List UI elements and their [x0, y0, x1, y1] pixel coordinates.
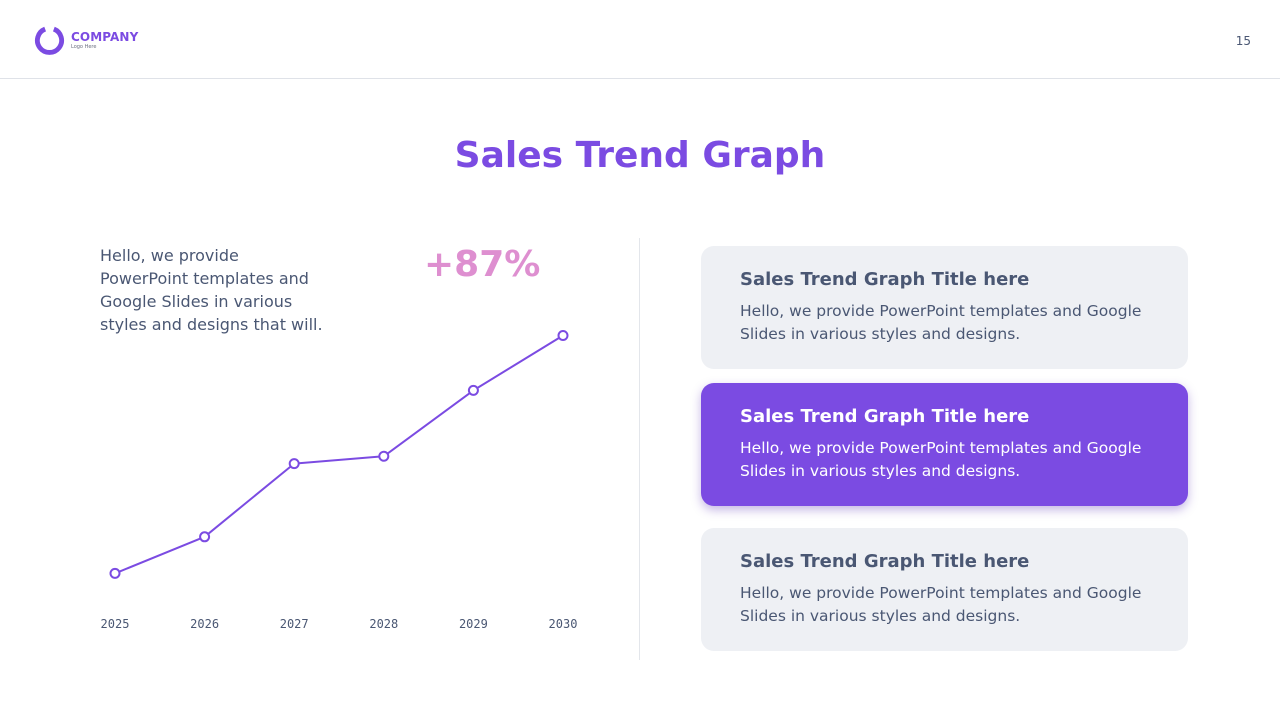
- x-tick-label: 2028: [369, 617, 398, 631]
- data-point-2028: [378, 450, 390, 462]
- intro-text: Hello, we provide PowerPoint templates a…: [100, 246, 323, 334]
- company-tagline: Logo Here: [71, 44, 97, 50]
- page-number: 15: [1235, 34, 1251, 48]
- slide-header: COMPANY Logo Here 15: [0, 0, 1280, 79]
- card-body: Hello, we provide PowerPoint templates a…: [740, 439, 1142, 480]
- card-title: Sales Trend Graph Title here: [740, 551, 1030, 572]
- x-tick-label: 2026: [190, 617, 219, 631]
- x-tick-label: 2027: [280, 617, 309, 631]
- data-point-2025: [109, 567, 121, 579]
- x-tick-label: 2030: [549, 617, 578, 631]
- trend-line: [114, 334, 564, 575]
- data-point-2030: [557, 330, 569, 341]
- data-point-2026: [199, 531, 211, 543]
- info-card-2[interactable]: Sales Trend Graph Title here Hello, we p…: [701, 383, 1188, 506]
- company-logo: COMPANY Logo Here: [34, 25, 138, 56]
- x-tick-label: 2025: [101, 617, 130, 631]
- sales-trend-chart: 2025 2026 2027 2028 2029 2030: [101, 330, 578, 631]
- card-body: Hello, we provide PowerPoint templates a…: [740, 302, 1142, 343]
- x-tick-label: 2029: [459, 617, 488, 631]
- data-point-2029: [467, 384, 479, 396]
- growth-percentage: +87%: [424, 244, 541, 285]
- data-point-2027: [288, 458, 300, 470]
- page-title: Sales Trend Graph: [454, 135, 826, 176]
- card-title: Sales Trend Graph Title here: [740, 269, 1030, 290]
- vertical-divider: [639, 238, 640, 660]
- logo-ring-icon: [34, 26, 65, 55]
- info-card-3[interactable]: Sales Trend Graph Title here Hello, we p…: [701, 528, 1188, 651]
- info-card-1[interactable]: Sales Trend Graph Title here Hello, we p…: [701, 246, 1188, 369]
- card-body: Hello, we provide PowerPoint templates a…: [740, 584, 1142, 625]
- card-title: Sales Trend Graph Title here: [740, 406, 1030, 427]
- company-name: COMPANY: [71, 30, 139, 44]
